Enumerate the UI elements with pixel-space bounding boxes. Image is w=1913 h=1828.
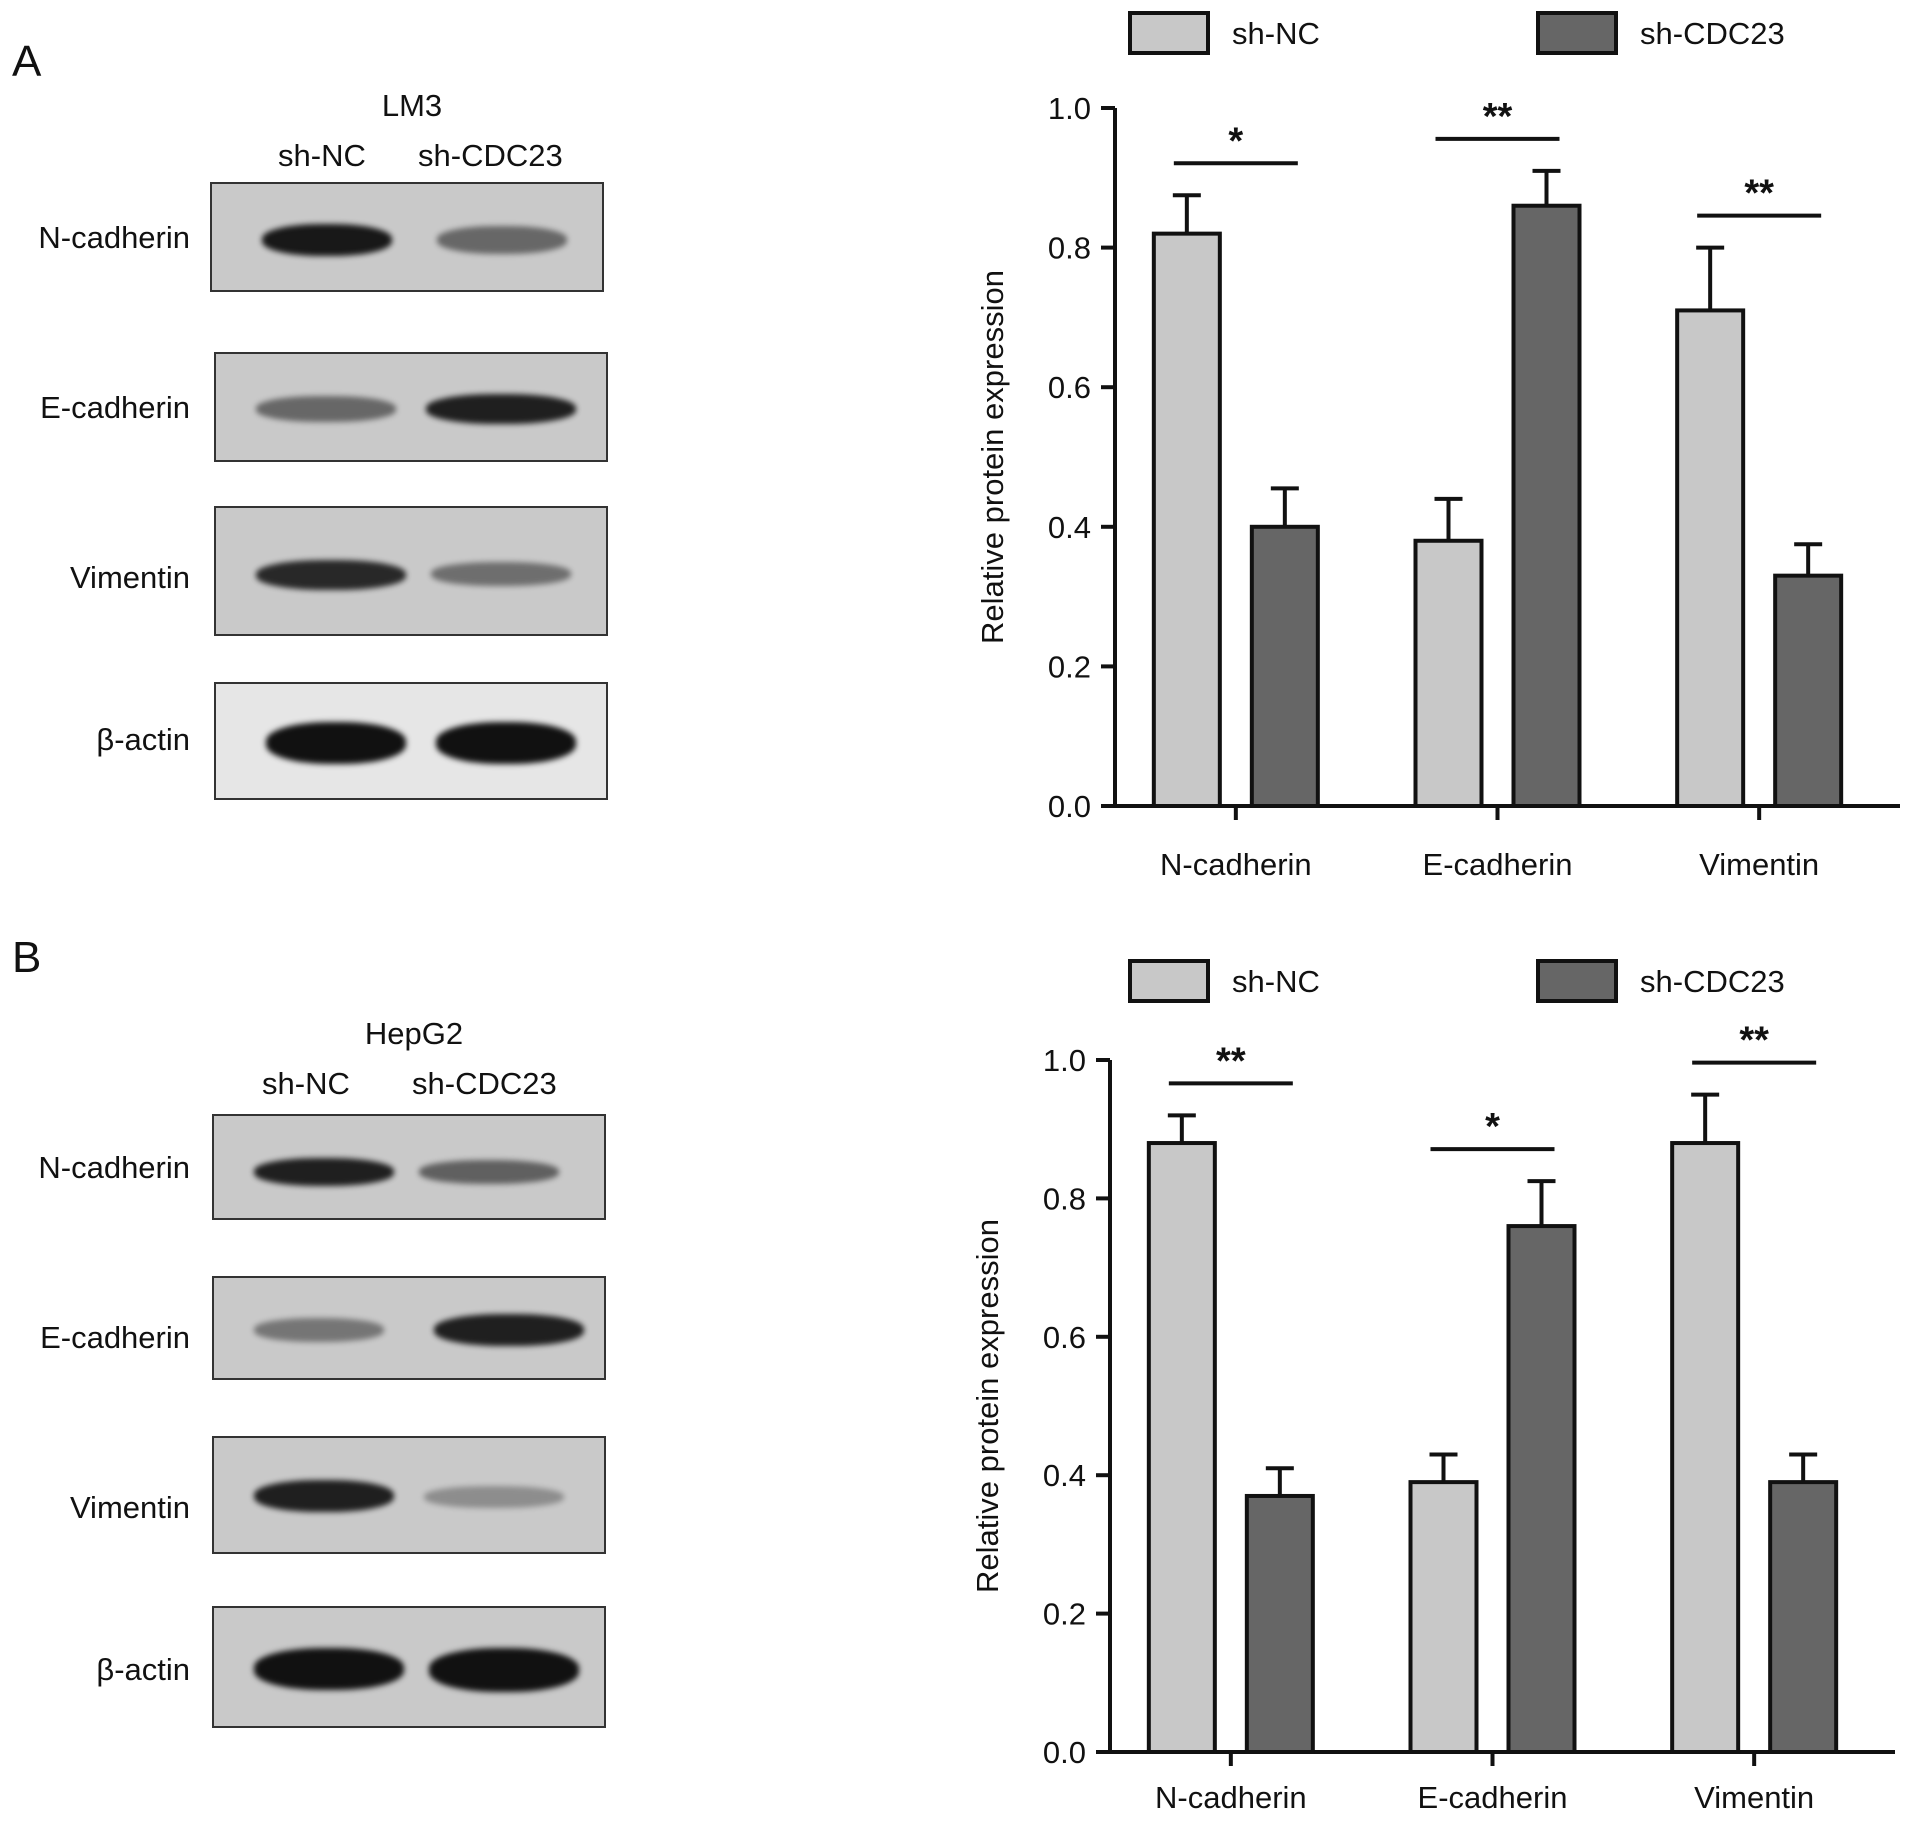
- bar: [1146, 1141, 1217, 1755]
- significance-marker: *: [1485, 1106, 1500, 1148]
- x-tick-label: Vimentin: [1694, 1780, 1814, 1815]
- y-tick-label: 0.0: [1043, 1735, 1086, 1770]
- legend-swatch: [1536, 11, 1618, 55]
- western-blot-beta-actin: [214, 682, 608, 800]
- y-tick-label: 0.4: [1048, 510, 1091, 545]
- blot-row-label: N-cadherin: [38, 1150, 190, 1185]
- blot-band: [262, 224, 392, 256]
- panel-letter: B: [12, 933, 42, 982]
- y-tick-label: 0.2: [1043, 1597, 1086, 1632]
- blot-band: [256, 396, 396, 422]
- legend-swatch: [1128, 11, 1210, 55]
- lane-label-sh-nc: sh-NC: [262, 1066, 350, 1101]
- blot-band: [431, 562, 571, 586]
- bar: [1511, 203, 1582, 809]
- legend-label: sh-CDC23: [1640, 964, 1785, 999]
- y-tick-label: 1.0: [1043, 1043, 1086, 1078]
- legend-label: sh-NC: [1232, 16, 1320, 51]
- bar-chart-hepg2: 0.0 0.2 0.4 0.6 0.8 1.0 Relative protein expre…: [970, 959, 1895, 1815]
- blot-row-label: Vimentin: [69, 560, 190, 595]
- y-tick-label: 1.0: [1048, 91, 1091, 126]
- x-tick-label: Vimentin: [1699, 847, 1819, 882]
- bar: [1675, 308, 1746, 808]
- blot-row-label: β-actin: [96, 722, 190, 757]
- x-tick-label: E-cadherin: [1423, 847, 1573, 882]
- blot-band: [254, 1648, 404, 1690]
- panel-letter: A: [12, 37, 42, 86]
- blot-band: [254, 1318, 384, 1342]
- blot-band: [254, 1480, 394, 1512]
- blot-band: [436, 722, 576, 764]
- y-tick-label: 0.4: [1043, 1458, 1086, 1493]
- western-blot-n-cadherin: [210, 182, 604, 292]
- legend-label: sh-NC: [1232, 964, 1320, 999]
- blot-row-label: E-cadherin: [40, 390, 190, 425]
- y-tick-label: 0.6: [1048, 370, 1091, 405]
- western-blot-e-cadherin: [212, 1276, 606, 1380]
- bar: [1506, 1224, 1577, 1754]
- bar: [1768, 1480, 1839, 1754]
- panel-a: A LM3 sh-NC sh-CDC23 N-cadherin E-cadher…: [12, 11, 1900, 882]
- western-blot-beta-actin: [212, 1606, 606, 1728]
- blot-band: [429, 1648, 579, 1692]
- bar: [1773, 573, 1844, 808]
- x-tick-label: N-cadherin: [1155, 1780, 1307, 1815]
- y-axis-label: Relative protein expression: [975, 270, 1010, 644]
- legend-swatch: [1128, 959, 1210, 1003]
- blot-band: [424, 1486, 564, 1508]
- bar: [1244, 1493, 1315, 1755]
- blot-band: [419, 1160, 559, 1184]
- lane-label-sh-cdc23: sh-CDC23: [418, 138, 563, 173]
- bar: [1408, 1480, 1479, 1754]
- bar: [1249, 524, 1320, 808]
- panel-b: B HepG2 sh-NC sh-CDC23 N-cadherin E-cadh…: [0, 914, 1913, 1828]
- western-blot-e-cadherin: [214, 352, 608, 462]
- blot-row-label: E-cadherin: [40, 1320, 190, 1355]
- lane-label-sh-cdc23: sh-CDC23: [412, 1066, 557, 1101]
- blot-band: [437, 226, 567, 254]
- blot-row-label: β-actin: [96, 1652, 190, 1687]
- bar: [1151, 231, 1222, 808]
- y-tick-label: 0.0: [1048, 789, 1091, 824]
- legend-label: sh-CDC23: [1640, 16, 1785, 51]
- blot-band: [434, 1314, 584, 1346]
- bar: [1670, 1141, 1741, 1755]
- y-axis-label: Relative protein expression: [970, 1219, 1005, 1593]
- significance-marker: **: [1483, 96, 1513, 138]
- bar: [1413, 538, 1484, 808]
- blot-band: [254, 1158, 394, 1186]
- y-tick-label: 0.2: [1048, 649, 1091, 684]
- x-tick-label: E-cadherin: [1418, 1780, 1568, 1815]
- significance-marker: **: [1744, 173, 1774, 215]
- blot-band: [426, 394, 576, 424]
- y-tick-label: 0.8: [1043, 1181, 1086, 1216]
- lane-label-sh-nc: sh-NC: [278, 138, 366, 173]
- significance-marker: **: [1216, 1040, 1246, 1082]
- bar-chart-lm3: 0.0 0.2 0.4 0.6 0.8 1.0 Relative protein expre…: [975, 11, 1900, 882]
- blot-row-label: Vimentin: [69, 1490, 190, 1525]
- blot-band: [256, 560, 406, 590]
- western-blot-vimentin: [212, 1436, 606, 1554]
- western-blot-n-cadherin: [212, 1114, 606, 1220]
- cell-line-label: HepG2: [364, 1016, 464, 1051]
- blot-band: [266, 722, 406, 764]
- blot-row-label: N-cadherin: [38, 220, 190, 255]
- y-tick-label: 0.8: [1048, 231, 1091, 266]
- significance-marker: *: [1228, 120, 1243, 162]
- western-blot-vimentin: [214, 506, 608, 636]
- legend-swatch: [1536, 959, 1618, 1003]
- x-tick-label: N-cadherin: [1160, 847, 1312, 882]
- cell-line-label: LM3: [381, 88, 443, 123]
- y-tick-label: 0.6: [1043, 1320, 1086, 1355]
- significance-marker: **: [1739, 1020, 1769, 1062]
